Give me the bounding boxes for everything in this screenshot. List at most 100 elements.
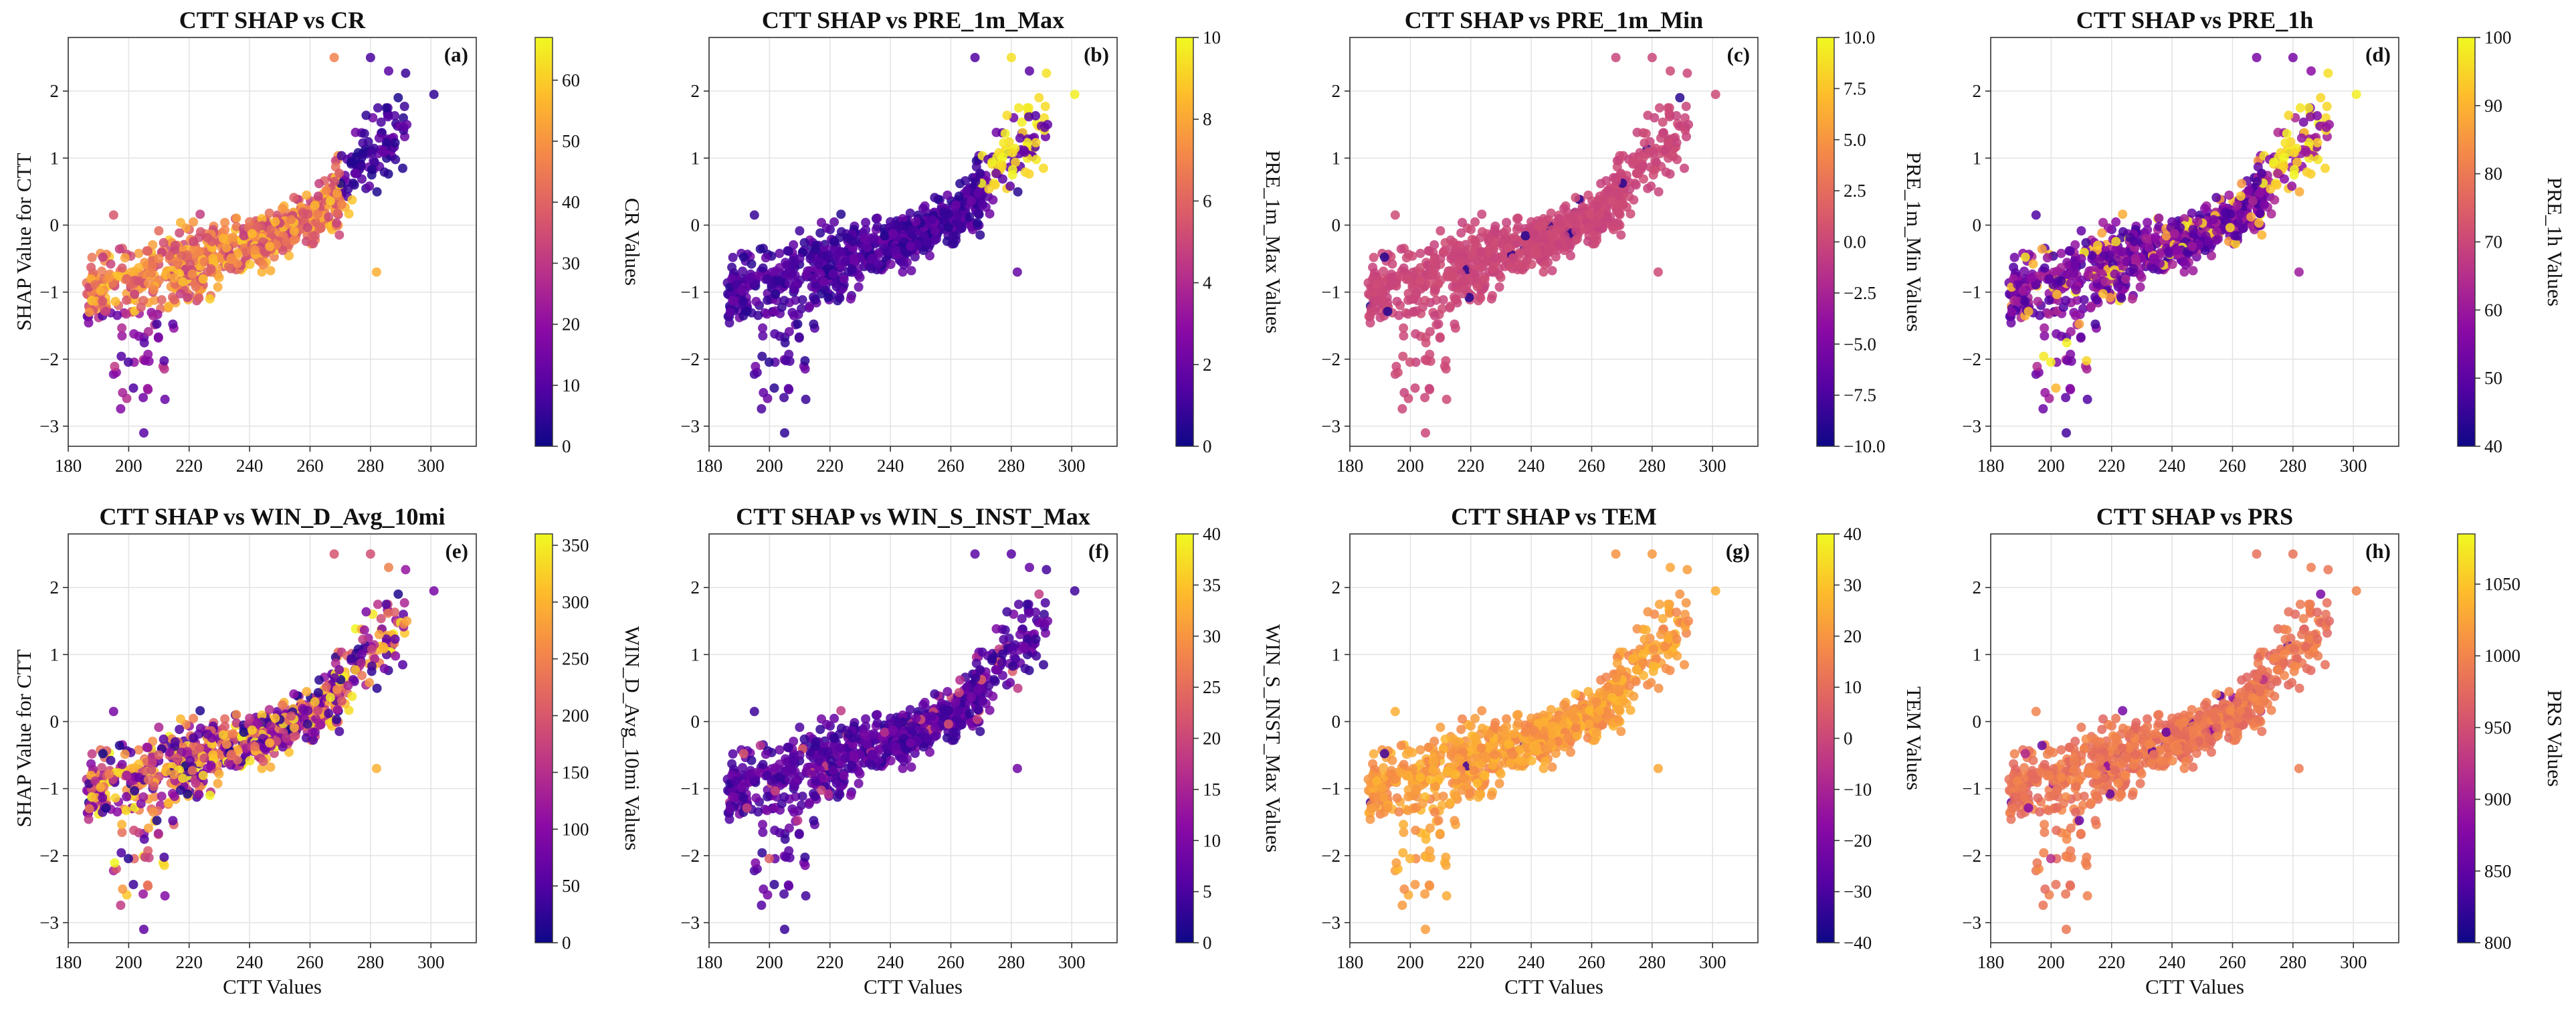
data-point <box>118 884 128 894</box>
data-point <box>1458 217 1467 227</box>
data-point <box>747 259 757 269</box>
data-point <box>218 234 228 244</box>
x-tick-label: 300 <box>2340 456 2367 476</box>
data-point <box>429 90 439 100</box>
colorbar-tick-label: 2.5 <box>1844 181 1866 201</box>
data-point <box>231 213 241 223</box>
data-point <box>891 245 901 255</box>
data-point <box>122 295 132 305</box>
data-point <box>310 697 320 707</box>
data-point <box>954 191 964 201</box>
y-tick-label: −2 <box>680 349 700 369</box>
data-point <box>1603 185 1613 195</box>
data-point <box>2037 244 2047 254</box>
data-point <box>1563 236 1573 246</box>
data-point <box>203 729 213 739</box>
data-point <box>1007 165 1017 175</box>
data-point <box>302 190 312 200</box>
data-point <box>836 209 846 219</box>
panel-label: (c) <box>1727 43 1750 66</box>
data-point <box>399 102 409 111</box>
data-point <box>880 231 890 241</box>
data-point <box>138 393 148 403</box>
data-point <box>136 799 146 809</box>
data-point <box>951 201 961 210</box>
data-point <box>148 310 158 320</box>
data-point <box>325 196 335 206</box>
data-point <box>247 229 257 239</box>
x-tick-label: 220 <box>175 952 203 972</box>
data-point <box>728 252 738 262</box>
data-point <box>2351 90 2361 100</box>
data-point <box>2306 66 2316 76</box>
data-point <box>2149 253 2159 263</box>
data-point <box>289 226 299 236</box>
data-point <box>1442 394 1452 404</box>
data-point <box>2023 306 2034 316</box>
data-point <box>384 563 393 573</box>
data-point <box>2141 234 2151 244</box>
data-point <box>1596 179 1606 189</box>
data-point <box>175 289 185 298</box>
data-point <box>399 598 409 608</box>
data-point <box>2257 169 2267 178</box>
data-point <box>116 351 126 361</box>
data-point <box>1403 309 1413 319</box>
y-tick-label: 1 <box>691 148 700 168</box>
y-tick-label: −1 <box>39 282 59 302</box>
data-point <box>239 727 249 737</box>
data-point <box>159 238 169 248</box>
data-point <box>199 753 209 763</box>
data-point <box>2117 247 2127 257</box>
data-point <box>2082 356 2092 366</box>
data-point <box>278 700 287 710</box>
data-point <box>379 642 388 652</box>
panel-label: (e) <box>445 539 468 563</box>
data-point <box>330 673 340 683</box>
x-tick-label: 180 <box>1977 456 2005 476</box>
data-point <box>1605 212 1615 222</box>
data-point <box>1663 103 1673 113</box>
data-point <box>2122 257 2132 267</box>
data-point <box>148 240 158 250</box>
data-point <box>168 319 178 329</box>
data-point <box>110 793 120 803</box>
data-point <box>101 306 111 316</box>
data-point <box>1611 177 1621 187</box>
x-tick-label: 180 <box>55 456 82 476</box>
data-point <box>724 318 734 328</box>
x-tick-label: 240 <box>1518 456 1545 476</box>
data-point <box>310 727 320 737</box>
data-point <box>751 296 761 306</box>
data-point <box>143 278 153 288</box>
data-point <box>2100 277 2110 287</box>
data-point <box>2042 253 2052 263</box>
data-point <box>1000 128 1010 139</box>
data-point <box>2323 68 2333 78</box>
data-point <box>120 749 130 759</box>
data-point <box>736 286 747 296</box>
data-point <box>347 195 357 205</box>
data-point <box>379 145 388 155</box>
data-point <box>1411 329 1421 339</box>
data-point <box>1386 273 1396 282</box>
data-point <box>1547 225 1557 235</box>
data-point <box>152 816 162 826</box>
colorbar-tick-label: 5.0 <box>1844 130 1866 150</box>
data-point <box>104 273 114 282</box>
y-tick-label: 1 <box>50 148 60 168</box>
data-point <box>228 232 238 242</box>
data-point <box>367 165 377 175</box>
data-point <box>90 280 100 290</box>
y-tick-label: −3 <box>680 416 700 436</box>
colorbar-tick-label: 40 <box>2484 436 2502 456</box>
data-point <box>984 184 994 194</box>
data-point <box>84 307 94 317</box>
data-point <box>374 133 384 143</box>
data-point <box>1415 276 1425 286</box>
data-point <box>844 233 854 243</box>
data-point <box>147 261 157 271</box>
data-point <box>365 549 375 559</box>
data-point <box>213 779 223 788</box>
data-point <box>311 714 321 724</box>
